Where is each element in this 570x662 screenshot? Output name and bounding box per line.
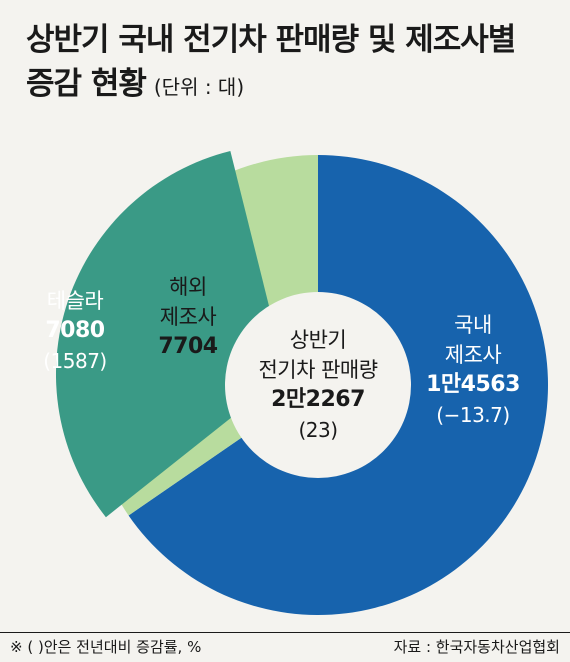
domestic-line1: 국내 [454, 313, 492, 337]
footnote: ※ ( )안은 전년대비 증감률, % [10, 638, 202, 656]
domestic-change: (−13.7) [436, 403, 510, 427]
domestic-line2: 제조사 [444, 343, 502, 367]
center-line2: 전기차 판매량 [258, 358, 378, 382]
total-value: 2만2267 [271, 387, 365, 412]
total-change: (23) [298, 418, 338, 442]
center-label: 상반기 전기차 판매량 2만2267 (23) [238, 325, 398, 445]
footer: ※ ( )안은 전년대비 증감률, % 자료 : 한국자동차산업협회 [0, 632, 570, 662]
overseas-label: 해외 제조사 7704 [138, 272, 238, 362]
tesla-value: 7080 [45, 318, 105, 343]
title-line-2: 증감 현황 [26, 66, 147, 102]
donut-hole [225, 292, 411, 478]
overseas-line1: 해외 [169, 275, 207, 299]
slice-tesla [55, 150, 286, 518]
tesla-change: (1587) [43, 349, 107, 373]
title-line-1: 상반기 국내 전기차 판매량 및 제조사별 [26, 22, 516, 58]
tesla-name: 테슬라 [46, 289, 104, 313]
domestic-value: 1만4563 [426, 372, 520, 397]
center-line1: 상반기 [289, 328, 347, 352]
source: 자료 : 한국자동차산업협회 [393, 638, 560, 656]
domestic-label: 국내 제조사 1만4563 (−13.7) [418, 310, 528, 430]
chart-title: 상반기 국내 전기차 판매량 및 제조사별 증감 현황 (단위 : 대) [26, 18, 556, 109]
unit-label: (단위 : 대) [153, 75, 245, 99]
overseas-value: 7704 [158, 334, 218, 359]
tesla-label: 테슬라 7080 (1587) [30, 286, 120, 376]
overseas-line2: 제조사 [159, 305, 217, 329]
